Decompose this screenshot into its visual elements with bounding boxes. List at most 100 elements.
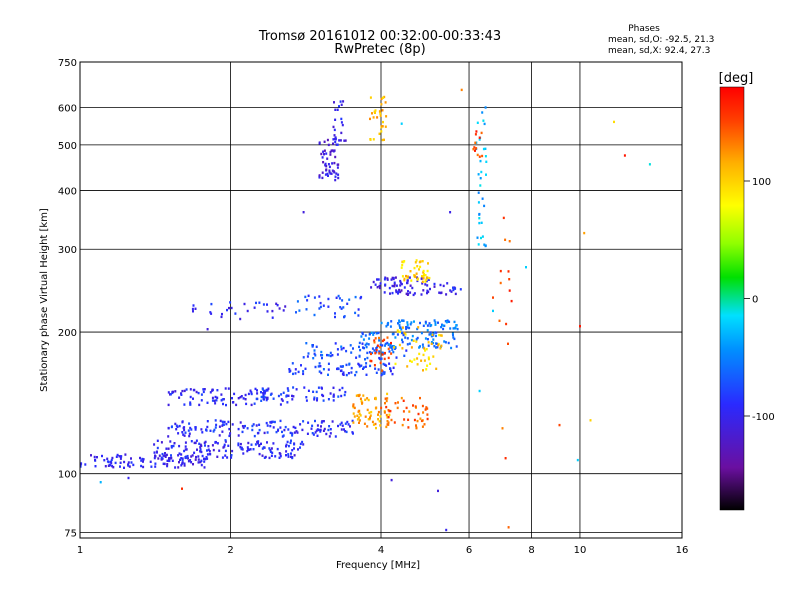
- data-point: [375, 426, 377, 430]
- data-point: [334, 175, 337, 178]
- data-point: [187, 460, 190, 463]
- data-point: [449, 211, 452, 214]
- data-point: [381, 125, 384, 128]
- data-point: [277, 429, 279, 432]
- data-point: [430, 341, 433, 344]
- data-point: [412, 404, 414, 407]
- data-point: [272, 442, 275, 445]
- data-point: [255, 424, 258, 427]
- data-point: [424, 337, 427, 340]
- data-point: [285, 450, 288, 453]
- data-point: [340, 345, 343, 348]
- data-point: [427, 357, 430, 361]
- data-point: [419, 265, 422, 269]
- data-point: [434, 321, 437, 324]
- data-point: [322, 161, 325, 164]
- data-point: [132, 463, 135, 467]
- data-point: [320, 425, 322, 428]
- data-point: [454, 287, 456, 290]
- data-point: [412, 339, 415, 342]
- data-point: [331, 169, 334, 172]
- data-point: [206, 401, 209, 404]
- data-point: [153, 443, 156, 446]
- data-point: [422, 369, 424, 372]
- data-point: [474, 149, 476, 152]
- data-point: [393, 285, 396, 288]
- data-point: [445, 293, 448, 296]
- data-point: [203, 466, 206, 469]
- data-point: [400, 328, 403, 331]
- data-point: [413, 292, 416, 295]
- data-point: [416, 419, 419, 423]
- data-point: [376, 116, 379, 119]
- data-point: [302, 356, 305, 359]
- data-points: [80, 88, 651, 532]
- data-point: [295, 311, 297, 314]
- data-point: [314, 365, 317, 369]
- data-point: [400, 122, 403, 125]
- data-point: [378, 110, 381, 113]
- data-point: [288, 370, 291, 373]
- data-point: [450, 346, 453, 350]
- y-tick-labels: 75 100 200 300 400 500 600 750: [58, 58, 77, 539]
- data-point: [167, 391, 170, 394]
- data-point: [508, 278, 511, 281]
- data-point: [352, 403, 355, 406]
- data-point: [320, 386, 323, 389]
- data-point: [481, 197, 484, 200]
- data-point: [363, 346, 365, 350]
- data-point: [275, 430, 278, 434]
- data-point: [478, 389, 481, 393]
- data-point: [339, 139, 342, 142]
- data-point: [260, 391, 262, 394]
- data-point: [252, 423, 255, 426]
- data-point: [435, 334, 437, 338]
- data-point: [413, 320, 415, 323]
- data-point: [242, 426, 245, 429]
- chart-title: Tromsø 20161012 00:32:00-00:33:43: [258, 29, 501, 44]
- data-point: [278, 456, 281, 459]
- data-point: [214, 419, 217, 422]
- data-point: [205, 429, 208, 432]
- data-point: [156, 439, 159, 442]
- data-point: [444, 320, 447, 323]
- data-point: [293, 447, 295, 450]
- data-point: [483, 243, 486, 246]
- data-point: [384, 397, 387, 400]
- data-point: [381, 339, 384, 343]
- data-point: [406, 326, 409, 329]
- data-point: [111, 464, 114, 468]
- data-point: [340, 117, 343, 121]
- data-point: [352, 347, 354, 350]
- data-point: [366, 356, 369, 360]
- data-point: [334, 155, 337, 159]
- data-point: [327, 163, 330, 166]
- data-point: [343, 428, 345, 431]
- data-point: [163, 462, 166, 466]
- data-point: [389, 325, 392, 328]
- data-point: [358, 412, 361, 415]
- data-point: [291, 432, 294, 435]
- data-point: [251, 424, 254, 428]
- data-point: [269, 448, 272, 452]
- data-point: [322, 150, 325, 153]
- data-point: [343, 139, 346, 142]
- data-point: [373, 349, 376, 352]
- data-point: [456, 327, 459, 331]
- data-point: [167, 435, 170, 438]
- data-point: [394, 336, 397, 339]
- data-point: [160, 458, 163, 461]
- data-point: [302, 211, 305, 214]
- data-point: [408, 410, 411, 413]
- data-point: [165, 453, 168, 457]
- data-point: [301, 440, 304, 444]
- data-point: [435, 331, 438, 334]
- data-point: [292, 425, 295, 429]
- data-point: [413, 358, 416, 361]
- data-point: [410, 321, 413, 324]
- data-point: [160, 441, 163, 444]
- data-point: [442, 284, 445, 288]
- data-point: [329, 392, 332, 395]
- data-point: [381, 353, 384, 356]
- data-point: [213, 428, 216, 432]
